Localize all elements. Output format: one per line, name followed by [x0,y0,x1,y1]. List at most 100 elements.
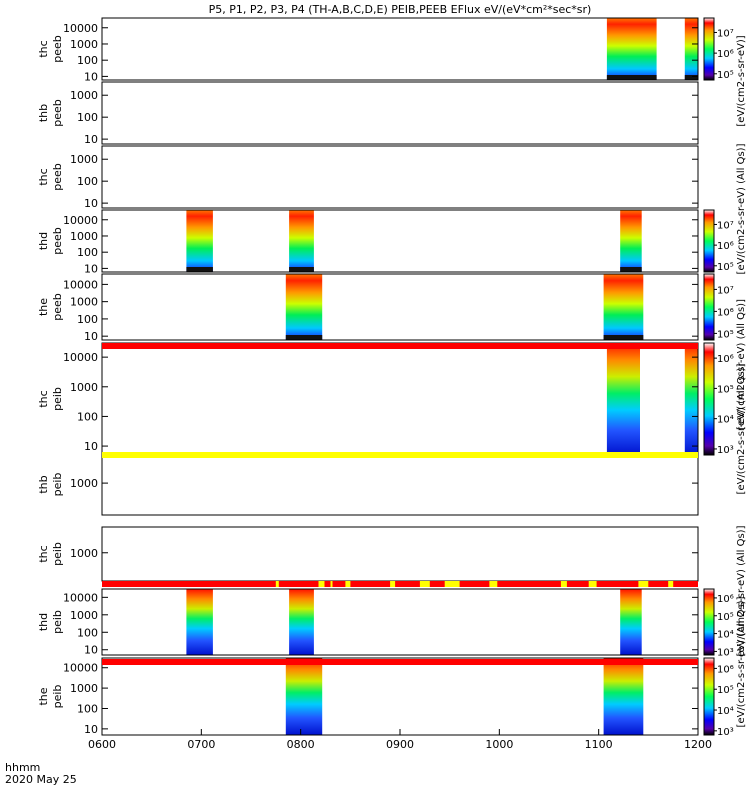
low-energy-band [186,267,213,272]
spectrogram-block [684,18,698,80]
panel-thb_peib: 1000 thb peib [37,453,699,516]
colorbar-unit-label: [eV/(cm2-s-sr-eV) (All Qs)] [736,299,747,430]
colorbar-tick-label: 10⁶ [717,664,734,675]
spectrogram-block [620,589,642,655]
y-tick-label: 10 [84,70,98,83]
spectrogram-block [186,210,213,272]
panel-frame [101,145,699,209]
panel-probe-label: thc [37,40,50,57]
panel-thc_peeb_top: 10 100 1000 10000 thc peeb 10⁵ 10⁶ 10⁷ [37,17,734,83]
spectrogram-block [186,589,213,655]
mode-bar-red [102,581,698,587]
colorbar-electron [703,17,715,81]
panel-frame [101,273,699,341]
colorbar-ion [703,657,715,736]
spectrogram-block [603,658,644,735]
panel-frame [101,526,699,582]
panel-probe-label: thc [37,390,50,407]
colorbar-tick-label: 10⁵ [717,685,734,696]
y-tick-label: 1000 [70,296,98,309]
colorbar-tick-label: 10⁴ [717,706,734,717]
low-energy-band [620,267,642,272]
panel-thc_peib: 1000 thc peib [37,526,699,582]
mode-bar-yellow [489,581,498,587]
panel-thb_peeb: 10 100 1000 thb peeb [37,81,699,146]
panel-probe-label: thd [37,232,50,250]
mode-bar-yellow [102,452,698,458]
y-tick-label: 100 [77,246,98,259]
colorbar-tick-label: 10⁶ [717,49,734,60]
mode-bar-yellow [588,581,597,587]
y-tick-label: 1000 [70,230,98,243]
panel-product-label: peib [51,610,64,634]
panel-probe-label: the [37,687,50,705]
panel-frame [101,588,699,656]
colorbar-tick-label: 10⁵ [717,612,734,623]
panel-frame [101,453,699,516]
colorbar-unit-label: [eV/(cm2-s-sr-eV) (All Qs)] [736,525,747,656]
panel-product-label: peib [51,542,64,566]
y-tick-label: 1000 [70,609,98,622]
panel-frame [101,81,699,145]
mode-bar-yellow [330,581,333,587]
colorbar-electron [703,209,715,273]
panel-frame [101,209,699,273]
colorbar-tick-label: 10⁵ [717,384,734,395]
x-tick-label: 0900 [386,738,414,751]
colorbar-unit-label: [eV/(cm2-s-sr-eV)] [736,35,747,126]
panel-thc_peib_top: 10 100 1000 10000 thc peib 10³ 10⁴ 10⁵ 10⁶ [37,342,734,456]
y-tick-label: 100 [77,626,98,639]
low-energy-band [684,75,698,80]
spectrogram-block [606,18,657,80]
x-axis-label-hhmm: hhmm [5,761,40,774]
mode-bar-yellow [318,581,325,587]
mode-bar-yellow [560,581,567,587]
colorbar-tick-label: 10⁵ [717,70,734,81]
spectrogram-block [289,589,314,655]
chart-title: P5, P1, P2, P3, P4 (TH-A,B,C,D,E) PEIB,P… [209,3,592,16]
y-tick-label: 100 [77,410,98,423]
y-tick-label: 10 [84,723,98,736]
colorbar-tick-label: 10⁶ [717,307,734,318]
spectrogram-block [289,210,314,272]
panel-frame [101,17,699,81]
y-tick-label: 100 [77,313,98,326]
panel-probe-label: thb [37,104,50,122]
colorbar-tick-label: 10³ [717,445,734,456]
mode-bar-yellow [668,581,674,587]
x-tick-label: 0600 [88,738,116,751]
panel-product-label: peib [51,473,64,497]
panel-product-label: peeb [51,163,64,191]
colorbar-tick-label: 10⁶ [717,594,734,605]
panel-product-label: peib [51,387,64,411]
panel-probe-label: the [37,298,50,316]
panel-thd_peeb: 10 100 1000 10000 thd peeb 10⁵ 10⁶ 10⁷ [37,209,734,275]
x-tick-label: 1200 [684,738,712,751]
y-tick-label: 1000 [70,477,98,490]
y-tick-label: 10000 [63,662,98,675]
colorbar-tick-label: 10³ [717,647,734,658]
panel-probe-label: thc [37,545,50,562]
x-tick-label: 0700 [187,738,215,751]
y-tick-label: 10000 [63,214,98,227]
y-tick-label: 1000 [70,547,98,560]
y-tick-label: 1000 [70,153,98,166]
colorbar-tick-label: 10⁷ [717,285,734,296]
spectrogram-block [603,274,644,340]
mode-bar-yellow [444,581,460,587]
mode-bar-yellow [390,581,396,587]
panel-product-label: peib [51,685,64,709]
panel-probe-label: thc [37,168,50,185]
x-axis-label-date: 2020 May 25 [5,773,77,786]
colorbar-unit-label: [eV/(cm2-s-sr-eV) (All Qs)] [736,363,747,494]
y-tick-label: 10000 [63,278,98,291]
colorbar-unit-label: [eV/(cm2-s-sr-eV) (All Qs)] [736,596,747,727]
mode-bar-red [102,659,698,665]
y-tick-label: 100 [77,54,98,67]
y-tick-label: 100 [77,111,98,124]
colorbar-tick-label: 10⁶ [717,241,734,252]
mode-bar-yellow [638,581,649,587]
panel-the_peib: 10 100 1000 10000 the peib 10³ 10⁴ 10⁵ 10⁶ [37,657,734,738]
y-tick-label: 100 [77,702,98,715]
